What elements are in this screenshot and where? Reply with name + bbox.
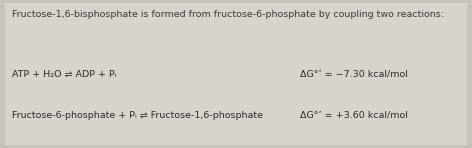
Text: ΔG°’ = −7.30 kcal/mol: ΔG°’ = −7.30 kcal/mol [300, 70, 408, 78]
FancyBboxPatch shape [5, 3, 467, 145]
Text: Fructose-6-phosphate + Pᵢ ⇌ Fructose-1,6-phosphate: Fructose-6-phosphate + Pᵢ ⇌ Fructose-1,6… [12, 111, 263, 120]
Text: Fructose-1,6-bisphosphate is formed from fructose-6-phosphate by coupling two re: Fructose-1,6-bisphosphate is formed from… [12, 10, 444, 19]
Text: ATP + H₂O ⇌ ADP + Pᵢ: ATP + H₂O ⇌ ADP + Pᵢ [12, 70, 116, 78]
Text: ΔG°’ = +3.60 kcal/mol: ΔG°’ = +3.60 kcal/mol [300, 111, 408, 120]
